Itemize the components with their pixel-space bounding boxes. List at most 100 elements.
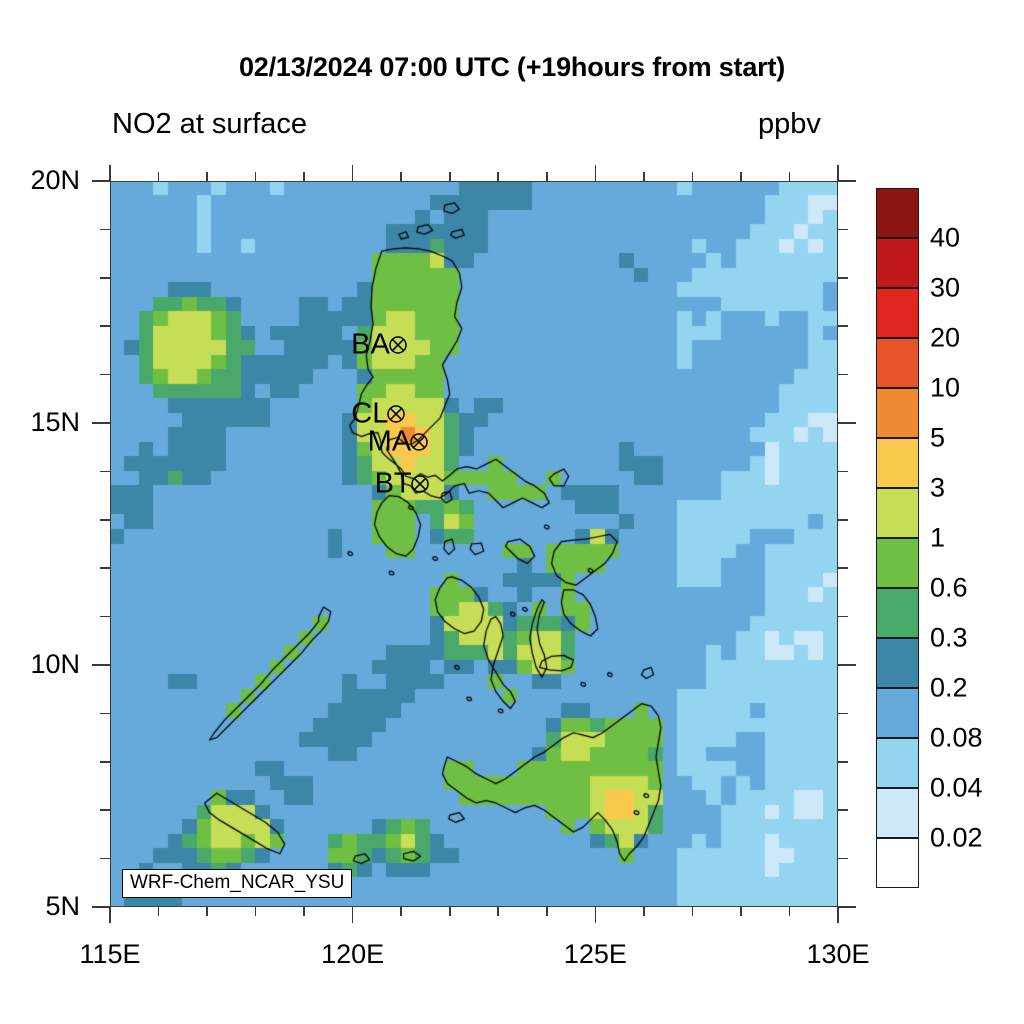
y-axis-label-15n: 15N (30, 407, 80, 437)
units-label: ppbv (758, 108, 821, 140)
x-minor-tick (740, 907, 742, 916)
colorbar-label-1: 1 (930, 522, 946, 553)
colorbar-label-0p08: 0.08 (930, 722, 983, 753)
y-major-tick-right (838, 180, 856, 182)
colorbar-label-3: 3 (930, 472, 946, 503)
colorbar-band-5[interactable] (876, 588, 919, 638)
x-minor-tick-top (546, 172, 548, 181)
y-major-tick (92, 422, 110, 424)
colorbar-band-9[interactable] (876, 388, 919, 438)
page-title: 02/13/2024 07:00 UTC (+19hours from star… (238, 52, 786, 82)
colorbar-label-5: 5 (930, 422, 946, 453)
x-axis-label-130e: 130E (806, 939, 870, 969)
x-major-tick-top (837, 165, 839, 181)
x-minor-tick-top (400, 172, 402, 181)
colorbar[interactable] (876, 188, 919, 888)
y-major-tick (92, 906, 110, 908)
y-minor-tick-right (838, 761, 848, 763)
y-minor-tick-right (838, 712, 848, 715)
y-axis-label-5n: 5N (45, 891, 80, 921)
y-minor-tick-right (838, 373, 848, 376)
colorbar-label-10: 10 (930, 372, 961, 403)
model-tag: WRF-Chem_NCAR_YSU (122, 869, 353, 898)
x-minor-tick (788, 907, 791, 916)
colorbar-band-1[interactable] (876, 788, 919, 838)
station-marker-icon (386, 404, 406, 424)
x-minor-tick (546, 907, 548, 916)
x-major-tick-top (109, 165, 111, 181)
colorbar-band-4[interactable] (876, 638, 919, 688)
x-major-tick-top (594, 165, 597, 181)
colorbar-label-30: 30 (930, 272, 961, 303)
x-minor-tick-top (497, 172, 500, 181)
y-minor-tick (100, 519, 110, 521)
y-minor-tick (100, 567, 110, 569)
colorbar-label-0p04: 0.04 (930, 772, 983, 803)
station-label-cl: CL (351, 397, 389, 430)
y-major-tick-right (838, 664, 856, 666)
y-minor-tick-right (838, 228, 848, 231)
y-minor-tick-right (838, 519, 848, 521)
y-minor-tick (100, 809, 110, 811)
y-minor-tick (100, 712, 110, 715)
y-major-tick-right (838, 906, 856, 908)
x-minor-tick (157, 907, 160, 916)
y-minor-tick (100, 615, 110, 618)
x-axis-label-120e: 120E (321, 939, 385, 969)
y-minor-tick (100, 325, 110, 327)
colorbar-band-6[interactable] (876, 538, 919, 588)
y-minor-tick (100, 857, 110, 860)
x-axis-label-125e: 125E (563, 939, 627, 969)
y-major-tick (92, 664, 110, 666)
y-major-tick-right (838, 422, 856, 424)
x-minor-tick-top (303, 172, 305, 181)
colorbar-label-0p3: 0.3 (930, 622, 968, 653)
x-minor-tick-top (691, 172, 694, 181)
x-minor-tick-top (740, 172, 742, 181)
x-minor-tick-top (254, 172, 257, 181)
colorbar-band-11[interactable] (876, 288, 919, 338)
no2-heatmap-canvas[interactable] (110, 181, 838, 907)
x-minor-tick (400, 907, 402, 916)
x-minor-tick-top (206, 172, 208, 181)
x-axis-label-115e: 115E (79, 939, 141, 969)
field-label: NO2 at surface (112, 108, 308, 140)
x-minor-tick (643, 907, 645, 916)
y-minor-tick (100, 228, 110, 231)
colorbar-band-3[interactable] (876, 688, 919, 738)
x-minor-tick-top (448, 172, 451, 181)
y-minor-tick-right (838, 470, 848, 473)
y-minor-tick (100, 470, 110, 473)
colorbar-label-40: 40 (930, 222, 961, 253)
x-major-tick-top (351, 165, 354, 181)
y-major-tick (92, 180, 110, 182)
colorbar-band-12[interactable] (876, 238, 919, 288)
colorbar-band-7[interactable] (876, 488, 919, 538)
colorbar-band-10[interactable] (876, 338, 919, 388)
station-label-ba: BA (351, 328, 390, 361)
x-minor-tick-top (643, 172, 645, 181)
y-minor-tick-right (838, 809, 848, 811)
colorbar-band-2[interactable] (876, 738, 919, 788)
x-minor-tick (448, 907, 451, 916)
x-minor-tick (206, 907, 208, 916)
colorbar-band-8[interactable] (876, 438, 919, 488)
x-minor-tick-top (788, 172, 791, 181)
colorbar-band-0[interactable] (876, 838, 919, 888)
x-minor-tick-top (157, 172, 160, 181)
x-minor-tick (254, 907, 257, 916)
station-marker-icon (409, 432, 429, 452)
map-plot-area[interactable]: BA CL MA BT WRF-Chem_NCAR_YSU (110, 181, 838, 907)
colorbar-label-20: 20 (930, 322, 961, 353)
y-minor-tick-right (838, 615, 848, 618)
y-minor-tick (100, 761, 110, 763)
y-minor-tick-right (838, 325, 848, 327)
station-label-bt: BT (374, 467, 412, 499)
x-major-tick (351, 907, 354, 923)
x-major-tick (837, 907, 839, 923)
x-minor-tick (497, 907, 500, 916)
y-minor-tick (100, 373, 110, 376)
x-minor-tick (691, 907, 694, 916)
y-axis-label-20n: 20N (30, 165, 80, 195)
colorbar-band-13[interactable] (876, 188, 919, 238)
